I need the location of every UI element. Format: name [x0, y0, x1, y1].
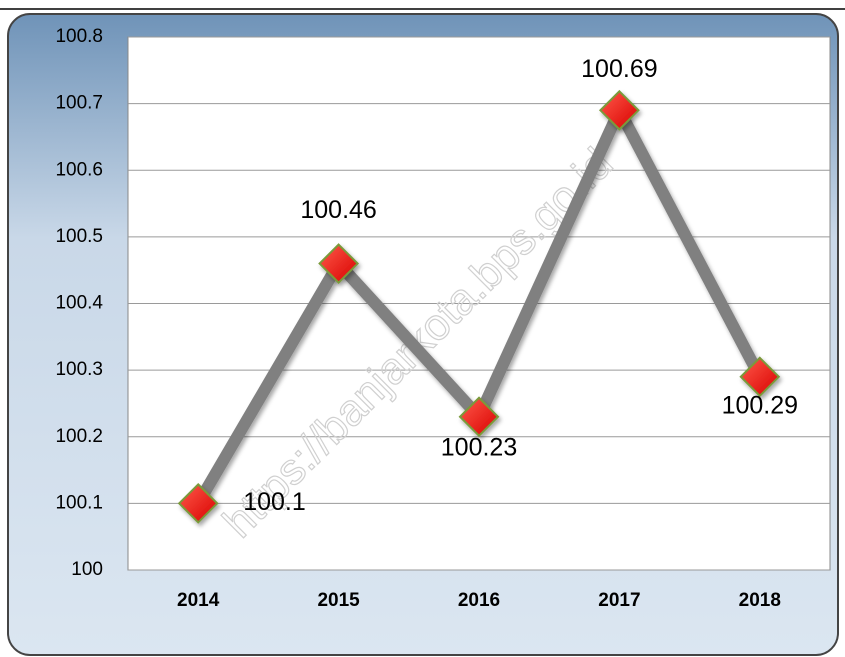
- x-tick-label: 2018: [739, 590, 781, 611]
- data-label: 100.29: [722, 391, 798, 419]
- data-marker: [318, 243, 360, 284]
- data-marker: [739, 356, 781, 398]
- x-tick-label: 2016: [458, 590, 500, 611]
- data-label: 100.1: [243, 488, 306, 516]
- y-tick-label: 100.2: [55, 426, 103, 447]
- data-marker: [177, 482, 219, 524]
- x-tick-label: 2017: [598, 590, 640, 611]
- y-tick-label: 100: [71, 559, 103, 580]
- y-tick-label: 100.3: [55, 359, 103, 380]
- data-marker: [598, 89, 640, 131]
- y-tick-label: 100.8: [55, 26, 103, 47]
- data-label: 100.69: [581, 55, 657, 83]
- y-tick-label: 100.1: [55, 492, 103, 513]
- y-tick-label: 100.7: [55, 93, 103, 114]
- x-tick-label: 2015: [317, 590, 360, 611]
- y-tick-label: 100.6: [55, 159, 103, 180]
- data-label: 100.23: [441, 433, 517, 461]
- x-tick-label: 2014: [177, 590, 220, 611]
- y-tick-label: 100.5: [55, 226, 103, 247]
- y-tick-label: 100.4: [55, 293, 103, 314]
- data-label: 100.46: [300, 196, 376, 224]
- data-marker: [458, 396, 500, 438]
